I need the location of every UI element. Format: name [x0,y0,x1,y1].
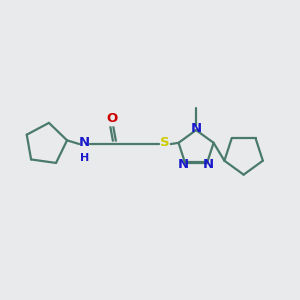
Text: N: N [190,122,202,135]
Text: N: N [203,158,214,171]
Text: S: S [160,136,170,149]
Text: H: H [80,153,89,163]
Text: N: N [79,136,90,149]
Text: O: O [106,112,118,125]
Text: N: N [178,158,189,171]
